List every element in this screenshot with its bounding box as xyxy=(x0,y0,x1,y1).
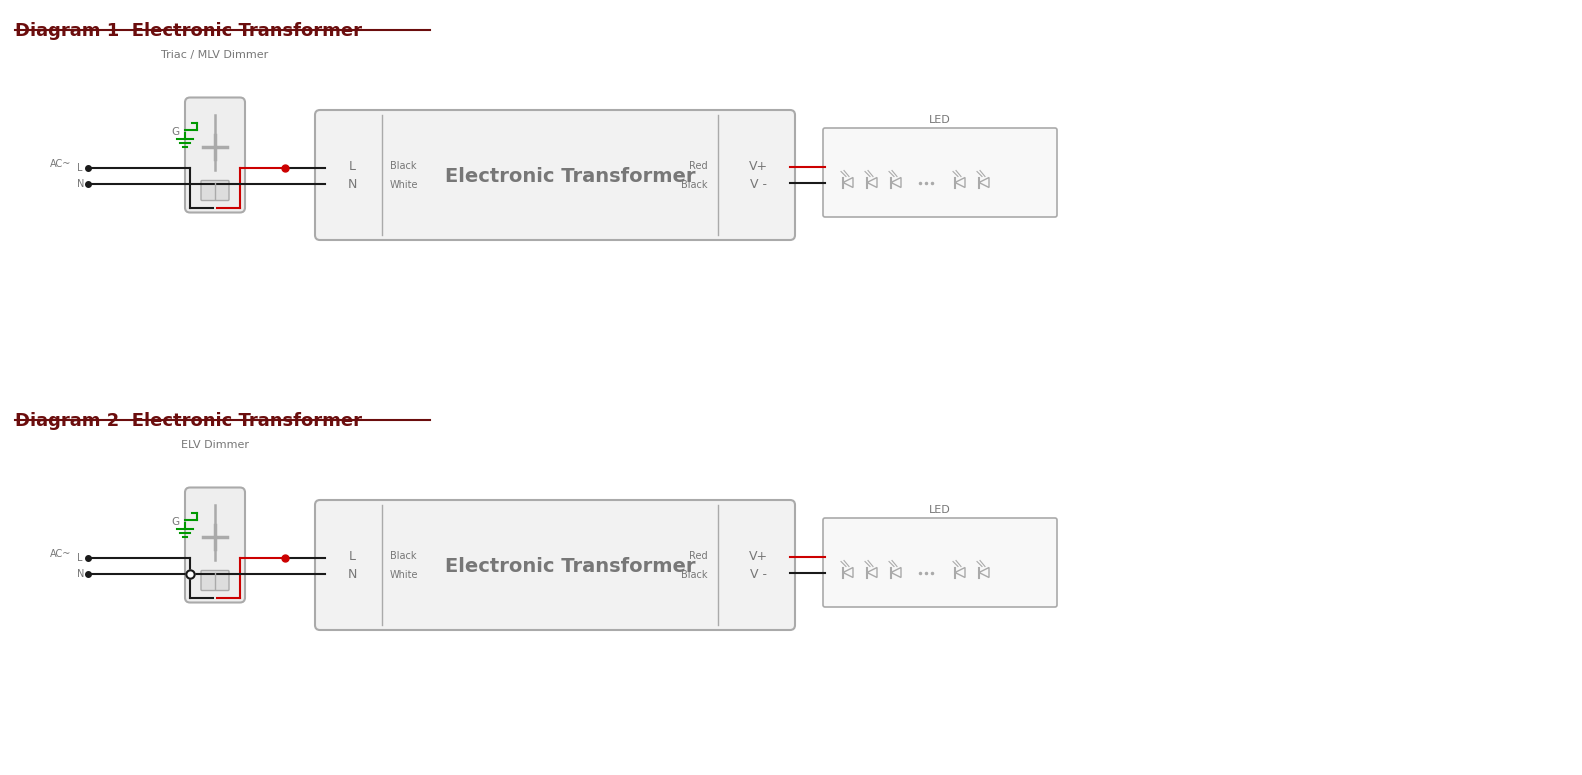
Text: G: G xyxy=(172,517,180,527)
Text: L: L xyxy=(78,163,82,173)
Text: Triac / MLV Dimmer: Triac / MLV Dimmer xyxy=(161,50,269,60)
Text: Electronic Transformer: Electronic Transformer xyxy=(445,167,694,185)
Text: G: G xyxy=(172,127,180,137)
Text: V+: V+ xyxy=(748,549,767,563)
Text: N: N xyxy=(348,178,356,191)
Text: Black: Black xyxy=(391,161,416,171)
Text: LED: LED xyxy=(929,115,951,125)
FancyBboxPatch shape xyxy=(823,518,1057,607)
Text: Electronic Transformer: Electronic Transformer xyxy=(445,556,694,576)
FancyBboxPatch shape xyxy=(185,487,245,602)
Text: Diagram 2  Electronic Transformer: Diagram 2 Electronic Transformer xyxy=(14,412,362,430)
FancyBboxPatch shape xyxy=(315,110,796,240)
Text: AC~: AC~ xyxy=(51,549,71,559)
Text: N: N xyxy=(78,179,84,189)
FancyBboxPatch shape xyxy=(315,500,796,630)
Text: N: N xyxy=(348,569,356,581)
Text: L: L xyxy=(348,160,356,174)
Text: ELV Dimmer: ELV Dimmer xyxy=(180,440,248,450)
Text: Red: Red xyxy=(690,551,709,561)
Text: Black: Black xyxy=(391,551,416,561)
Text: L: L xyxy=(78,553,82,563)
FancyBboxPatch shape xyxy=(823,128,1057,217)
FancyBboxPatch shape xyxy=(185,98,245,212)
Text: Red: Red xyxy=(690,161,709,171)
Text: N: N xyxy=(78,569,84,579)
Text: Black: Black xyxy=(682,180,709,190)
Text: White: White xyxy=(391,180,419,190)
Text: V+: V+ xyxy=(748,160,767,173)
Text: AC~: AC~ xyxy=(51,159,71,169)
Text: Diagram 1  Electronic Transformer: Diagram 1 Electronic Transformer xyxy=(14,22,362,40)
Text: V -: V - xyxy=(750,569,767,581)
Text: L: L xyxy=(348,550,356,563)
Text: V -: V - xyxy=(750,178,767,191)
FancyBboxPatch shape xyxy=(201,181,229,201)
Text: Black: Black xyxy=(682,570,709,580)
FancyBboxPatch shape xyxy=(201,570,229,591)
Text: LED: LED xyxy=(929,505,951,515)
Text: White: White xyxy=(391,570,419,580)
